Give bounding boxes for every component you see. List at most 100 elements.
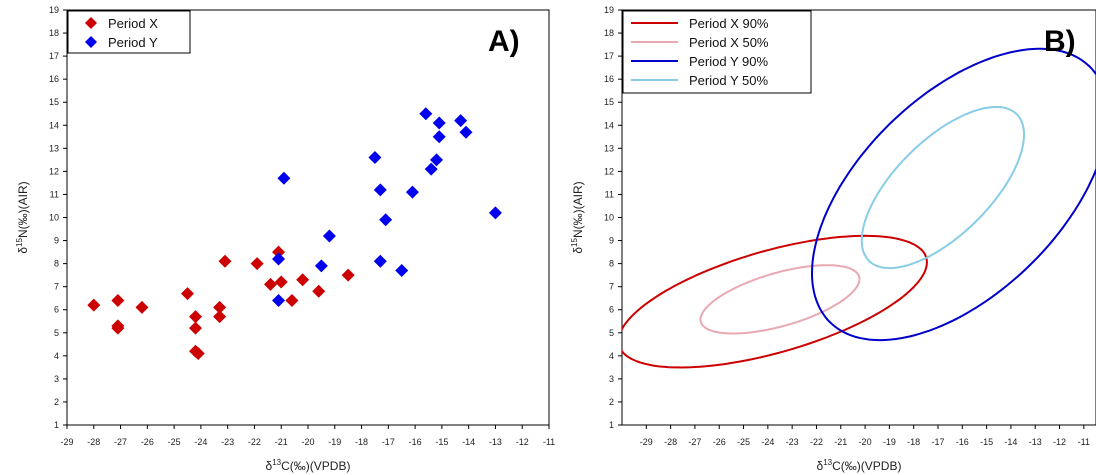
legend-label: Period Y xyxy=(108,35,158,50)
x-tick-label: -12 xyxy=(1053,437,1066,447)
data-point xyxy=(368,151,382,165)
data-point xyxy=(218,254,232,268)
legend-marker xyxy=(85,36,97,48)
y-tick-label: 3 xyxy=(609,374,614,384)
y-tick-label: 4 xyxy=(609,351,614,361)
x-tick-label: -21 xyxy=(275,437,288,447)
y-tick-label: 2 xyxy=(609,397,614,407)
x-tick-label: -29 xyxy=(640,437,653,447)
x-tick-label: -26 xyxy=(141,437,154,447)
data-point xyxy=(213,300,227,314)
y-tick-label: 6 xyxy=(54,305,59,315)
data-point xyxy=(373,254,387,268)
ellipse-period-y-90- xyxy=(810,47,1096,342)
panel-label: B) xyxy=(1044,25,1076,58)
data-point xyxy=(379,213,393,227)
x-tick-label: -23 xyxy=(221,437,234,447)
data-point xyxy=(272,294,286,307)
x-tick-label: -27 xyxy=(688,437,701,447)
x-axis-title: δ13C(‰)(VPDB) xyxy=(266,458,351,473)
data-point xyxy=(314,259,328,273)
x-tick-label: -20 xyxy=(859,437,872,447)
panel-label: A) xyxy=(488,25,520,58)
y-tick-label: 10 xyxy=(604,213,614,223)
y-tick-label: 12 xyxy=(604,166,614,176)
data-point xyxy=(135,300,149,314)
ellipse-period-x-50- xyxy=(699,264,861,335)
data-point xyxy=(111,294,125,307)
x-tick-label: -13 xyxy=(1029,437,1042,447)
y-tick-label: 18 xyxy=(49,28,59,38)
data-point xyxy=(296,273,310,287)
y-tick-label: 17 xyxy=(49,51,59,61)
y-tick-label: 1 xyxy=(54,420,59,430)
y-tick-label: 9 xyxy=(54,236,59,246)
x-tick-label: -19 xyxy=(328,437,341,447)
x-tick-label: -11 xyxy=(1078,437,1090,447)
data-point xyxy=(432,130,446,144)
x-tick-label: -29 xyxy=(60,437,73,447)
data-point xyxy=(488,206,502,220)
data-point xyxy=(430,153,444,167)
plot-area xyxy=(622,47,1096,369)
data-point xyxy=(312,284,326,298)
data-point xyxy=(405,185,419,199)
x-tick-label: -17 xyxy=(931,437,944,447)
y-tick-label: 4 xyxy=(54,351,59,361)
legend-box xyxy=(67,10,191,54)
data-point xyxy=(87,298,101,312)
data-point xyxy=(395,264,409,278)
data-point xyxy=(272,245,286,259)
data-point xyxy=(264,277,278,291)
y-tick-label: 9 xyxy=(609,236,614,246)
x-tick-label: -19 xyxy=(883,437,896,447)
data-point xyxy=(181,287,194,301)
y-tick-label: 2 xyxy=(54,397,59,407)
y-tick-label: 1 xyxy=(609,420,614,430)
x-tick-label: -24 xyxy=(194,437,207,447)
legend-label: Period Y 50% xyxy=(689,73,768,88)
x-tick-label: -17 xyxy=(382,437,395,447)
x-tick-label: -24 xyxy=(761,437,774,447)
data-point xyxy=(272,252,286,266)
y-tick-label: 7 xyxy=(54,282,59,292)
y-tick-label: 5 xyxy=(54,328,59,338)
data-point xyxy=(419,107,433,121)
legend-label: Period X 50% xyxy=(689,35,769,50)
y-tick-label: 19 xyxy=(604,5,614,15)
legend: Period X 90% Period X 50% Period Y 90% Peri… xyxy=(622,10,812,94)
x-tick-label: -12 xyxy=(516,437,529,447)
data-point xyxy=(191,347,205,361)
legend-label: Period X 90% xyxy=(689,16,769,31)
y-tick-label: 13 xyxy=(604,143,614,153)
y-tick-label: 15 xyxy=(49,97,59,107)
y-axis-title: δ15N(‰)(AIR) xyxy=(15,181,30,253)
data-point xyxy=(454,114,468,128)
x-tick-label: -14 xyxy=(1004,437,1017,447)
data-point xyxy=(424,162,438,176)
y-tick-label: 3 xyxy=(54,374,59,384)
y-tick-label: 11 xyxy=(50,189,59,199)
x-tick-label: -18 xyxy=(355,437,368,447)
y-tick-label: 6 xyxy=(609,305,614,315)
data-point xyxy=(341,268,355,282)
ellipse-period-x-90- xyxy=(622,234,928,369)
data-point xyxy=(373,183,387,197)
data-point xyxy=(285,294,299,307)
data-point xyxy=(274,275,288,289)
x-tick-label: -25 xyxy=(737,437,750,447)
y-tick-label: 14 xyxy=(604,120,614,130)
data-point xyxy=(250,257,264,271)
x-tick-label: -21 xyxy=(834,437,847,447)
y-tick-label: 19 xyxy=(49,5,59,15)
x-tick-label: -23 xyxy=(786,437,799,447)
y-tick-label: 13 xyxy=(49,143,59,153)
y-tick-label: 16 xyxy=(604,74,614,84)
x-tick-label: -16 xyxy=(956,437,969,447)
y-axis-title: δ15N(‰)(AIR) xyxy=(570,181,585,253)
data-point xyxy=(277,171,291,185)
plot-area xyxy=(87,107,502,361)
data-point xyxy=(322,229,336,243)
y-tick-label: 17 xyxy=(604,51,614,61)
x-tick-label: -27 xyxy=(114,437,127,447)
